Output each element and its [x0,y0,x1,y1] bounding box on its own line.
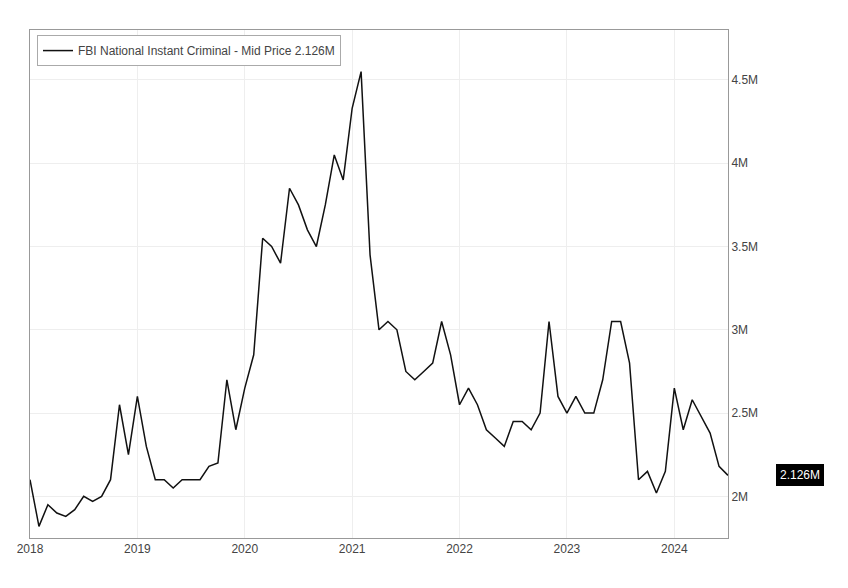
svg-text:2018: 2018 [17,542,44,556]
svg-text:2020: 2020 [231,542,258,556]
svg-text:2024: 2024 [661,542,688,556]
svg-text:3M: 3M [731,323,748,337]
svg-text:4M: 4M [731,156,748,170]
svg-text:2.5M: 2.5M [731,406,758,420]
svg-text:2023: 2023 [554,542,581,556]
svg-text:2019: 2019 [124,542,151,556]
svg-text:2.126M: 2.126M [780,468,820,482]
svg-text:3.5M: 3.5M [731,240,758,254]
svg-text:4.5M: 4.5M [731,73,758,87]
svg-text:2021: 2021 [339,542,366,556]
svg-text:2M: 2M [731,490,748,504]
svg-text:2022: 2022 [446,542,473,556]
svg-text:FBI National Instant Criminal: FBI National Instant Criminal - Mid Pric… [78,44,335,58]
